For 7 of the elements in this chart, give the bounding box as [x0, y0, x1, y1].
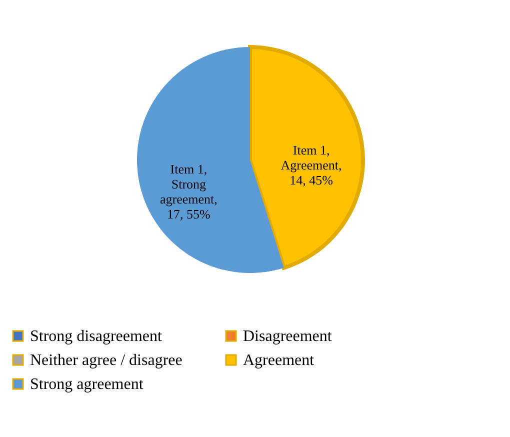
- data-label: Item 1, Strong agreement, 17, 55%: [160, 161, 218, 222]
- legend-label: Strong agreement: [30, 376, 144, 393]
- legend-label: Neither agree / disagree: [30, 352, 182, 369]
- data-label: Item 1, Agreement, 14, 45%: [280, 142, 342, 188]
- legend-label: Disagreement: [243, 328, 332, 345]
- legend-label: Agreement: [243, 352, 315, 369]
- legend-label: Strong disagreement: [30, 328, 163, 345]
